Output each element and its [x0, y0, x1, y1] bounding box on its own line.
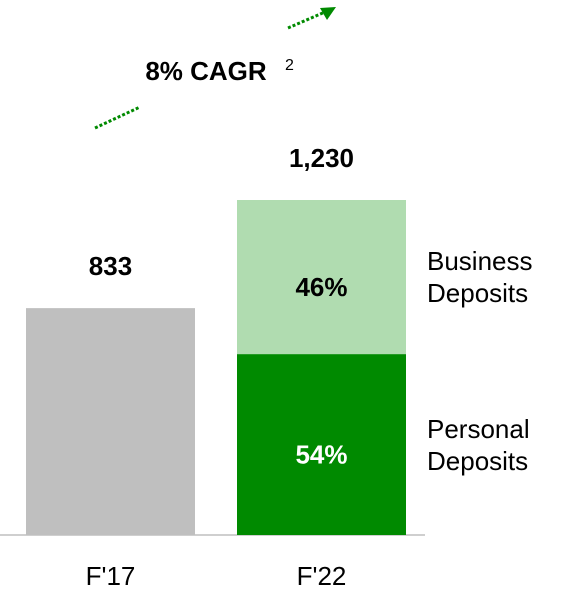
legend-entry: Personal Deposits — [427, 413, 530, 476]
cagr-arrowhead — [320, 7, 336, 20]
bar — [26, 308, 195, 535]
x-tick-label: F'17 — [86, 561, 136, 591]
segment-label: 54% — [295, 439, 347, 469]
bar-segment — [237, 354, 406, 535]
total-label: 1,230 — [289, 143, 354, 173]
cagr-label: 8% CAGR — [145, 56, 267, 86]
cagr-footnote: 2 — [285, 57, 294, 74]
bar-segment — [237, 200, 406, 355]
legend-entry: Business Deposits — [427, 246, 533, 309]
x-tick-label: F'22 — [297, 561, 347, 591]
cagr-arrow-tail — [94, 105, 141, 130]
segment-label: 46% — [295, 272, 347, 302]
cagr-arrow-head-line — [287, 10, 326, 30]
total-label: 833 — [89, 251, 132, 281]
